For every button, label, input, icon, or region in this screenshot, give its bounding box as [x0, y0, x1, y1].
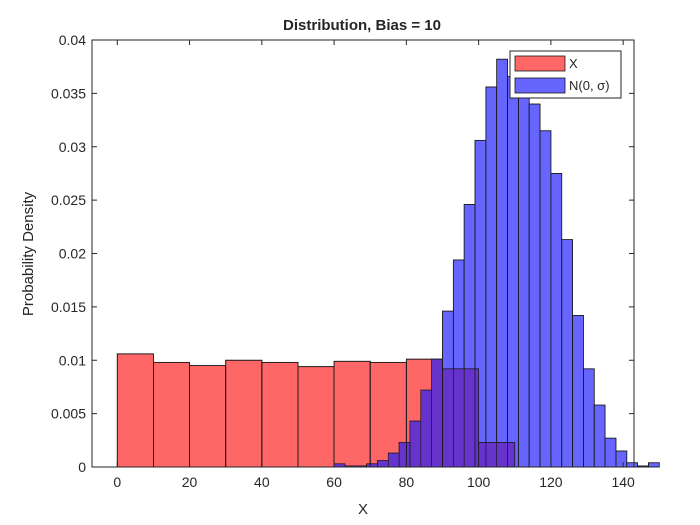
bar-normal-17 [517, 67, 530, 468]
legend-swatch-x [514, 55, 566, 72]
bar-normal-outline-29 [648, 462, 660, 468]
bar-normal-24 [593, 404, 606, 468]
bar-x-3 [225, 359, 263, 468]
x-tick-label-0: 0 [113, 474, 121, 490]
bar-x-1 [153, 361, 190, 468]
overlap-10-13 [478, 442, 486, 467]
bar-normal-21 [561, 239, 573, 468]
overlap-8-6 [406, 442, 410, 467]
y-tick-label-6: 0.03 [59, 139, 86, 155]
y-tick-label-4: 0.02 [59, 246, 86, 262]
overlap-8-8 [420, 390, 432, 467]
chart-title: Distribution, Bias = 10 [283, 17, 441, 34]
bar-x-0 [116, 353, 154, 468]
legend-label-x: X [569, 56, 578, 71]
bar-x-2 [189, 365, 227, 468]
bar-normal-23 [583, 368, 595, 468]
overlap-6-1 [344, 465, 356, 467]
overlap-9-12 [464, 368, 476, 467]
overlap-7-6 [399, 442, 407, 467]
bar-x-4 [261, 361, 299, 468]
legend-swatch-normal [514, 77, 566, 94]
overlap-9-11 [453, 368, 465, 467]
bar-normal-15 [496, 58, 508, 468]
overlap-8-7 [409, 421, 421, 467]
y-tick-label-5: 0.025 [51, 192, 86, 208]
bar-normal-29 [648, 462, 660, 468]
y-tick-label-8: 0.04 [59, 32, 86, 48]
bar-normal-25 [604, 437, 617, 468]
x-tick-label-4: 80 [399, 474, 415, 490]
x-axis-label: X [358, 501, 368, 518]
y-axis-label: Probability Density [20, 191, 37, 316]
x-tick-label-2: 40 [254, 474, 270, 490]
overlap-6-3 [366, 463, 371, 467]
overlap-9-13 [475, 368, 479, 467]
bar-normal-18 [528, 103, 541, 468]
legend: X N(0, σ) [509, 50, 622, 99]
x-tick-label-6: 120 [539, 474, 563, 490]
x-axis: 0 20 40 60 80 100 120 140 [113, 40, 635, 490]
x-tick-label-1: 20 [182, 474, 198, 490]
x-tick-label-7: 140 [611, 474, 635, 490]
bar-normal-14 [485, 86, 498, 468]
y-tick-label-3: 0.015 [51, 299, 86, 315]
bar-x-6 [333, 360, 371, 468]
bar-normal-26 [615, 450, 628, 468]
bar-normal-27 [626, 462, 639, 468]
overlap-10-16 [507, 442, 515, 467]
legend-label-normal: N(0, σ) [569, 78, 610, 93]
overlap-10-15 [496, 442, 508, 467]
overlap-8-9 [431, 359, 443, 467]
overlap-6-2 [355, 465, 367, 467]
bar-normal-22 [572, 315, 584, 468]
y-tick-label-1: 0.005 [51, 406, 86, 422]
overlap-7-3 [370, 463, 378, 467]
y-tick-label-7: 0.035 [51, 85, 86, 101]
bar-normal-16 [507, 75, 519, 468]
x-tick-label-3: 60 [326, 474, 342, 490]
y-tick-label-2: 0.01 [59, 352, 86, 368]
overlap-7-4 [377, 460, 389, 467]
bar-x-5 [297, 366, 335, 468]
overlap-6-0 [334, 463, 345, 467]
overlap-7-5 [388, 453, 400, 467]
y-axis: 0 0.005 0.01 0.015 0.02 0.025 0.03 0.035 0.04 [51, 32, 634, 475]
bar-normal-19 [539, 130, 552, 468]
bar-normal-20 [550, 173, 563, 468]
overlap-9-10 [442, 368, 454, 467]
y-tick-label-0: 0 [78, 459, 86, 475]
x-tick-label-5: 100 [467, 474, 491, 490]
overlap-10-14 [485, 442, 497, 467]
